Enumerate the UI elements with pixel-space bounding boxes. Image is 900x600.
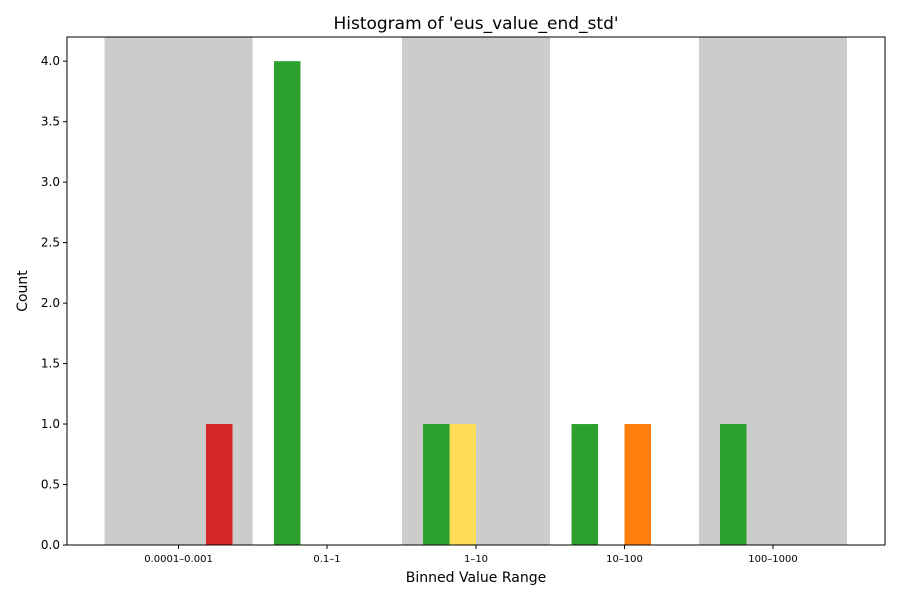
y-axis-label: Count bbox=[15, 270, 31, 312]
histogram-bar bbox=[449, 424, 476, 545]
y-tick-label: 1.0 bbox=[41, 417, 60, 431]
x-tick-label: 0.1–1 bbox=[313, 554, 340, 565]
x-axis: 0.0001–0.001 0.1–1 1–10 10–100 100–1000 bbox=[144, 545, 798, 565]
y-tick-label: 3.5 bbox=[41, 115, 60, 129]
y-tick-label: 2.0 bbox=[41, 296, 60, 310]
background-bands bbox=[104, 37, 847, 545]
x-tick-label: 1–10 bbox=[464, 554, 488, 565]
histogram-bar bbox=[720, 424, 747, 545]
histogram-bar bbox=[274, 61, 301, 545]
y-tick-label: 0.5 bbox=[41, 478, 60, 492]
y-tick-label: 1.5 bbox=[41, 357, 60, 371]
x-tick-label: 100–1000 bbox=[748, 554, 798, 565]
y-tick-label: 3.0 bbox=[41, 175, 60, 189]
y-tick-label: 0.0 bbox=[41, 538, 60, 552]
bars bbox=[206, 61, 747, 545]
y-axis: 0.0 0.5 1.0 1.5 2.0 2.5 3.0 3.5 4.0 bbox=[41, 54, 67, 552]
histogram-bar bbox=[624, 424, 651, 545]
y-tick-label: 4.0 bbox=[41, 54, 60, 68]
histogram-bar bbox=[206, 424, 233, 545]
histogram-bar bbox=[423, 424, 450, 545]
x-tick-label: 10–100 bbox=[606, 554, 643, 565]
histogram-bar bbox=[571, 424, 598, 545]
x-axis-label: Binned Value Range bbox=[406, 570, 546, 586]
y-tick-label: 2.5 bbox=[41, 236, 60, 250]
x-tick-label: 0.0001–0.001 bbox=[144, 554, 213, 565]
chart-title: Histogram of 'eus_value_end_std' bbox=[333, 14, 618, 34]
